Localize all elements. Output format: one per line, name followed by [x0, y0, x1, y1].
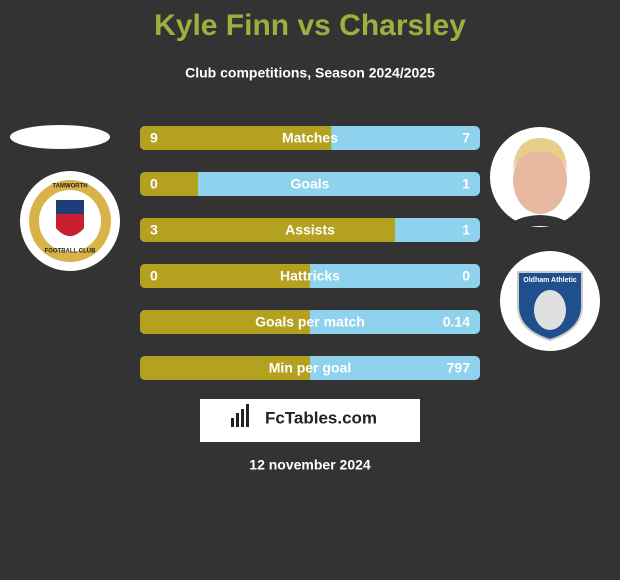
left-value: 9 — [150, 130, 158, 146]
title: Kyle Finn vs Charsley — [154, 9, 466, 42]
subtitle: Club competitions, Season 2024/2025 — [185, 65, 435, 81]
left-value: 3 — [150, 222, 158, 238]
stat-rows: Matches 9 7 Goals 0 1 Assists 3 1 Hattricks 0 0 Goal… — [140, 126, 480, 380]
left-bar — [140, 172, 198, 196]
right-value: 797 — [447, 360, 471, 376]
stat-label: Hattricks — [280, 268, 340, 284]
left-value: 0 — [150, 176, 158, 192]
icon-bar — [246, 404, 249, 427]
logo-text: Oldham Athletic — [523, 277, 577, 284]
right-value: 0.14 — [443, 314, 470, 330]
left-value: 0 — [150, 268, 158, 284]
owl — [534, 290, 566, 330]
right-value: 1 — [462, 222, 470, 238]
right-value: 1 — [462, 176, 470, 192]
icon-bar — [231, 418, 234, 427]
player-photo — [490, 127, 590, 227]
stat-label: Assists — [285, 222, 335, 238]
right-club-logo: Oldham Athletic — [500, 251, 600, 351]
stat-label: Goals — [291, 176, 330, 192]
left-bar — [140, 310, 310, 334]
left-bar — [140, 126, 332, 150]
icon-bar — [241, 409, 244, 427]
left-bar — [140, 356, 310, 380]
placeholder-ellipse — [10, 125, 110, 149]
stat-label: Min per goal — [269, 360, 351, 376]
right-value: 0 — [462, 268, 470, 284]
hair — [513, 138, 567, 170]
stat-label: Matches — [282, 130, 338, 146]
logo-text: TAMWORTH — [52, 184, 87, 190]
left-club-logo: TAMWORTH FOOTBALL CLUB — [20, 171, 120, 271]
brand-text: FcTables.com — [265, 408, 377, 427]
right-value: 7 — [462, 130, 470, 146]
date: 12 november 2024 — [249, 457, 371, 473]
left-bar — [140, 264, 310, 288]
icon-bar — [236, 413, 239, 427]
left-bar — [140, 218, 395, 242]
logo-ring — [29, 180, 111, 262]
shirt — [512, 215, 568, 226]
stat-label: Goals per match — [255, 314, 365, 330]
logo-text: FOOTBALL CLUB — [45, 249, 97, 255]
logo-shield-lower — [56, 214, 84, 236]
face — [513, 146, 567, 214]
brand-icon — [231, 404, 249, 427]
